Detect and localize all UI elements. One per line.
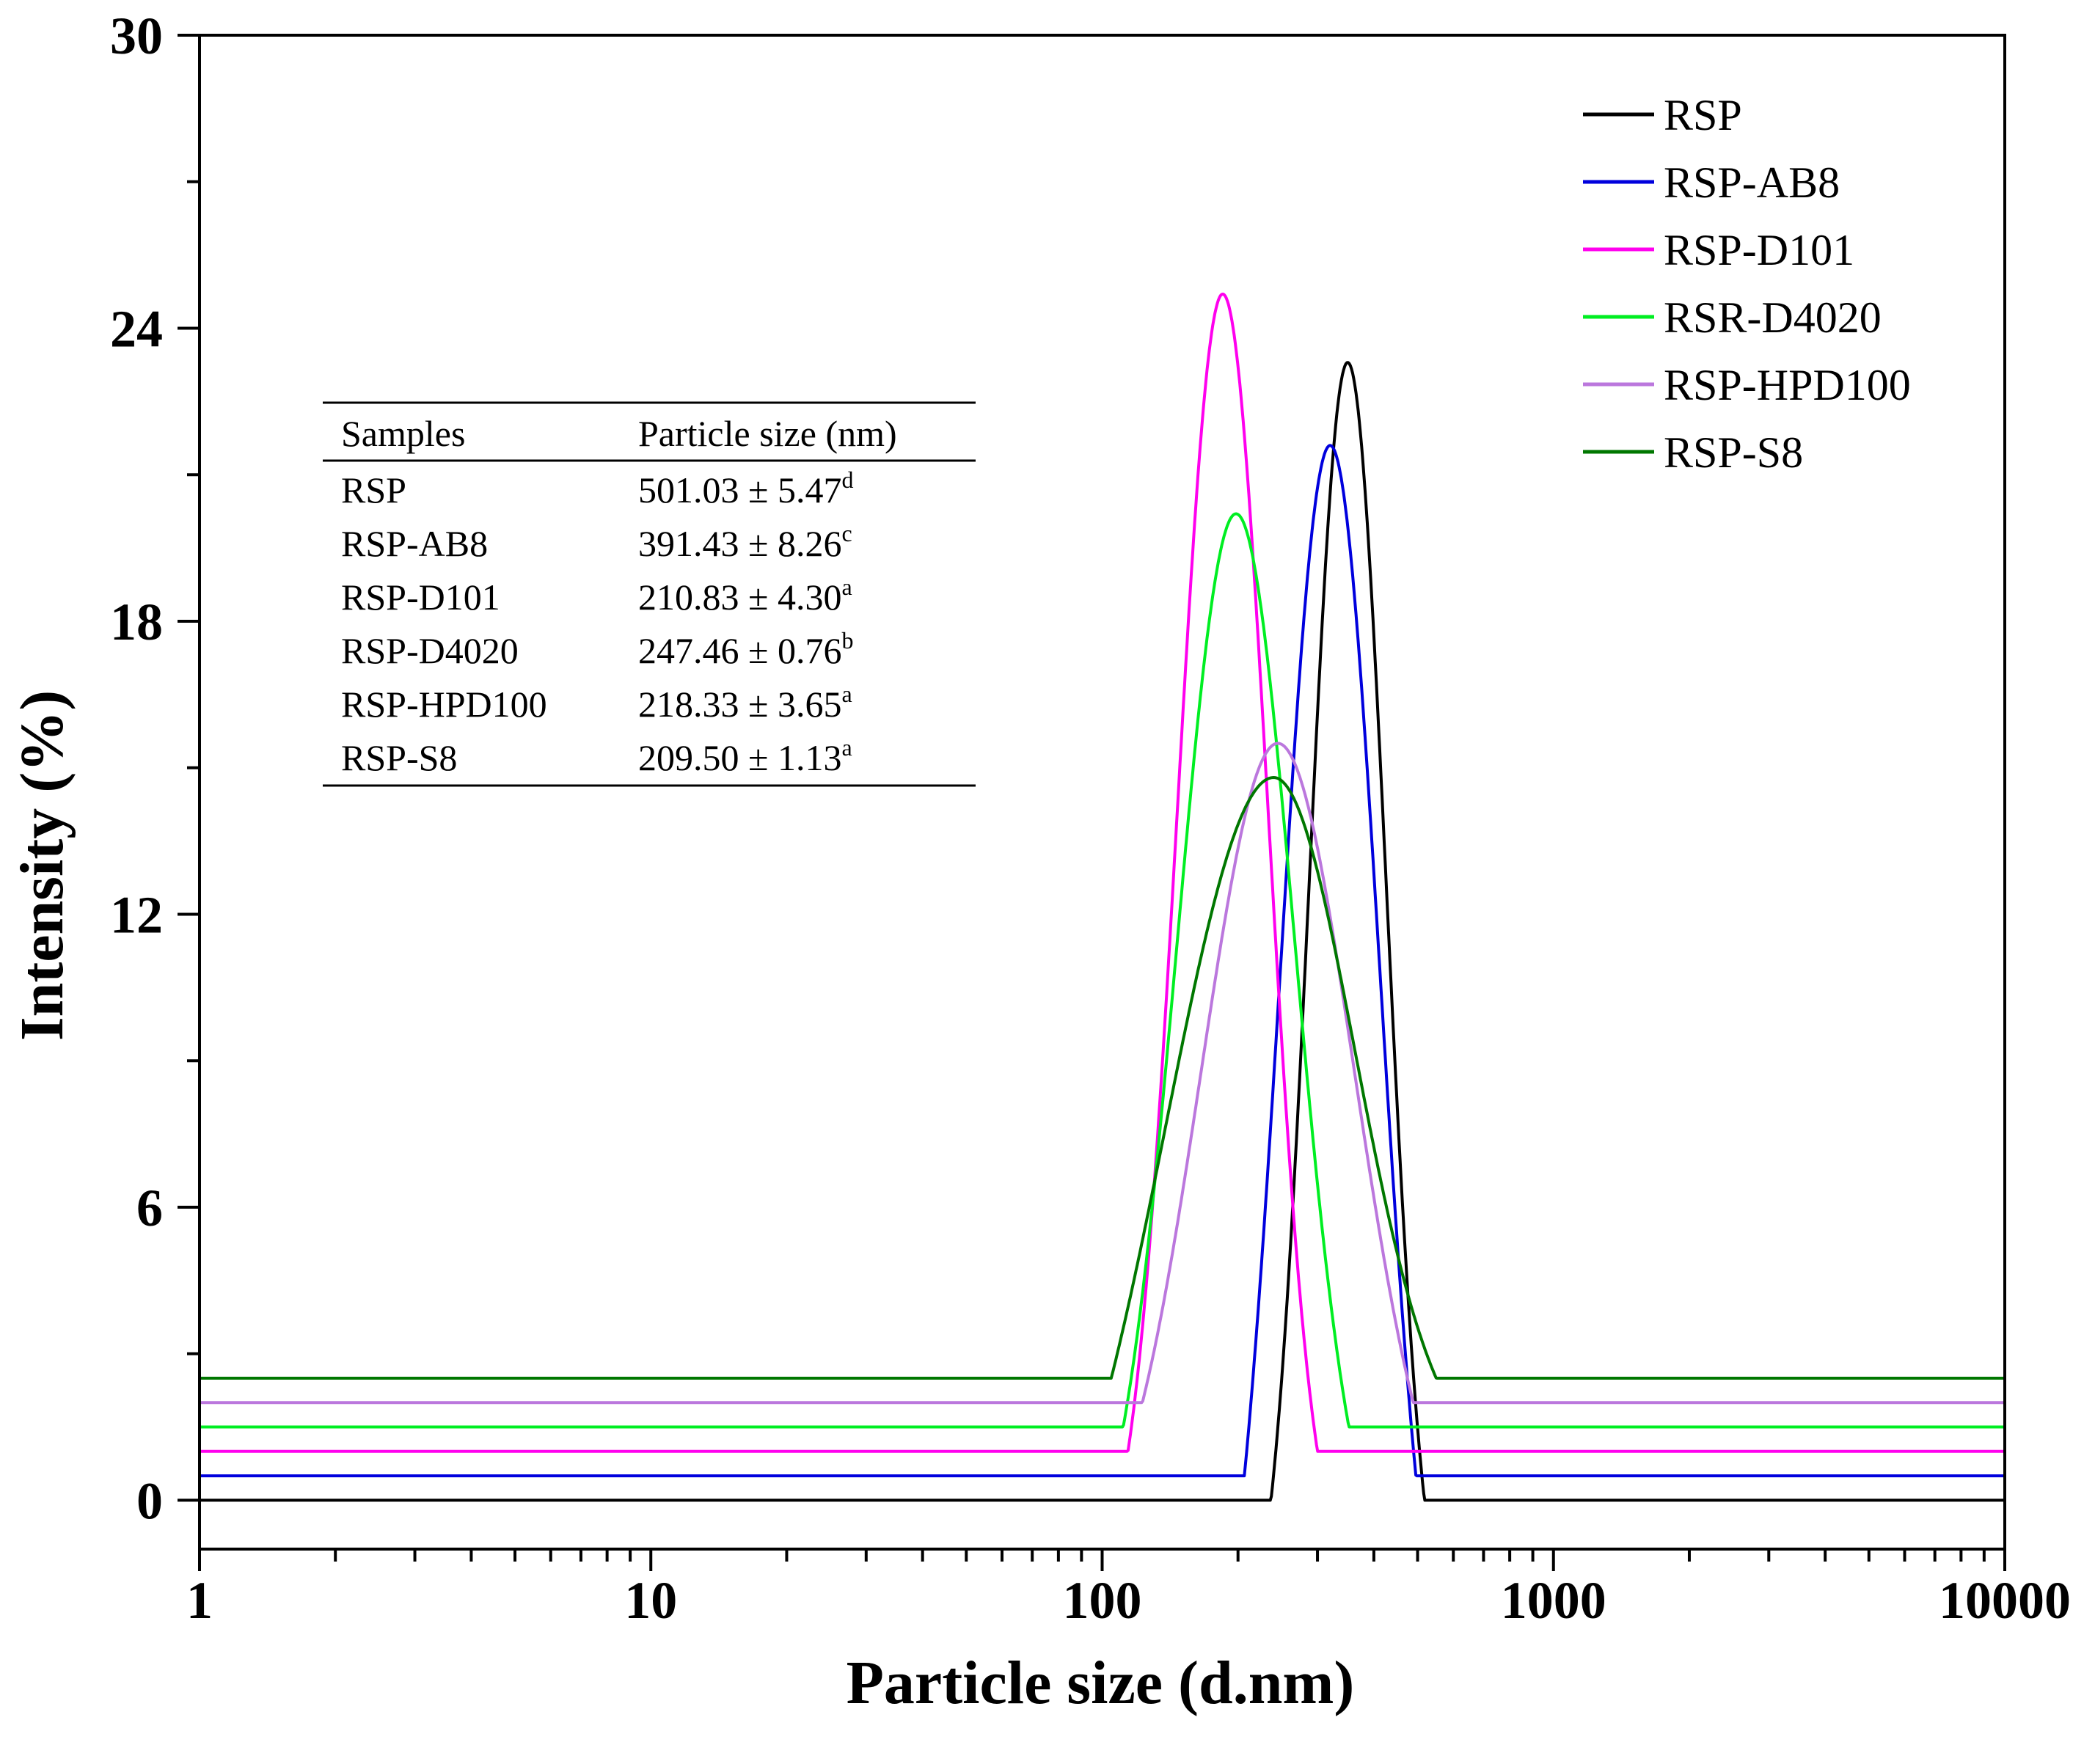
table-cell-sample: RSP-AB8 [341,523,488,564]
y-tick-label: 18 [110,593,163,651]
x-tick-label: 1 [186,1571,213,1630]
x-tick-label: 10 [624,1571,677,1630]
series-line-rsp-ab8 [199,444,2006,1478]
axis-tick-labels: 1 10 100 1000 10000 0 6 12 18 24 30 [110,7,2071,1630]
y-tick-label: 0 [136,1471,163,1530]
table-cell-superscript: a [841,734,852,761]
table-cell-superscript: d [841,466,853,493]
legend-label: RSP-S8 [1664,428,1803,477]
table-cell-particle-size: 247.46 ± 0.76b [638,627,853,671]
table-rows: RSP 501.03 ± 5.47d RSP-AB8 391.43 ± 8.26c RS… [341,466,853,778]
table-cell-sample: RSP-D4020 [341,630,519,671]
table-cell-sample: RSP-D101 [341,577,500,618]
table-cell-superscript: b [841,627,853,654]
table-cell-particle-size: 210.83 ± 4.30a [638,574,852,618]
table-cell-particle-size: 209.50 ± 1.13a [638,734,852,778]
legend-label: RSR-D4020 [1664,293,1882,342]
series-line-rsp-hpd100 [199,742,2006,1405]
y-tick-label: 12 [110,885,163,944]
series-line-rsp-s8 [199,776,2006,1380]
x-tick-label: 100 [1063,1571,1142,1630]
table-cell-superscript: a [841,574,852,600]
axis-ticks [178,34,2006,1571]
legend-label: RSP-D101 [1664,226,1854,274]
legend-label: RSP-AB8 [1664,158,1840,207]
inset-table: Samples Particle size (nm) RSP 501.03 ± 5… [323,401,976,787]
x-axis-title: Particle size (d.nm) [847,1649,1355,1717]
y-axis-title: Intensity (%) [8,690,76,1041]
table-cell-superscript: a [841,681,852,707]
y-tick-label: 30 [110,7,163,65]
series-line-rsp-d101 [199,292,2006,1453]
table-cell-particle-size: 218.33 ± 3.65a [638,681,852,725]
table-cell-superscript: c [841,520,852,546]
table-header-particle-size: Particle size (nm) [638,413,897,454]
x-tick-label: 1000 [1501,1571,1606,1630]
table-cell-particle-size: 391.43 ± 8.26c [638,520,852,564]
series-line-rsr-d4020 [199,512,2006,1429]
table-cell-sample: RSP [341,469,406,510]
y-tick-label: 24 [110,299,163,358]
table-header-samples: Samples [341,413,465,454]
table-cell-particle-size: 501.03 ± 5.47d [638,466,853,510]
series-line-rsp [199,361,2006,1502]
y-tick-label: 6 [136,1179,163,1237]
series-layer [199,292,2006,1502]
legend: RSP RSP-AB8 RSP-D101 RSR-D4020 RSP-HPD100 RSP… [1583,91,1911,477]
x-tick-label: 10000 [1939,1571,2071,1630]
legend-label: RSP [1664,91,1742,139]
table-cell-sample: RSP-HPD100 [341,684,547,725]
table-cell-sample: RSP-S8 [341,737,457,778]
legend-label: RSP-HPD100 [1664,361,1911,409]
